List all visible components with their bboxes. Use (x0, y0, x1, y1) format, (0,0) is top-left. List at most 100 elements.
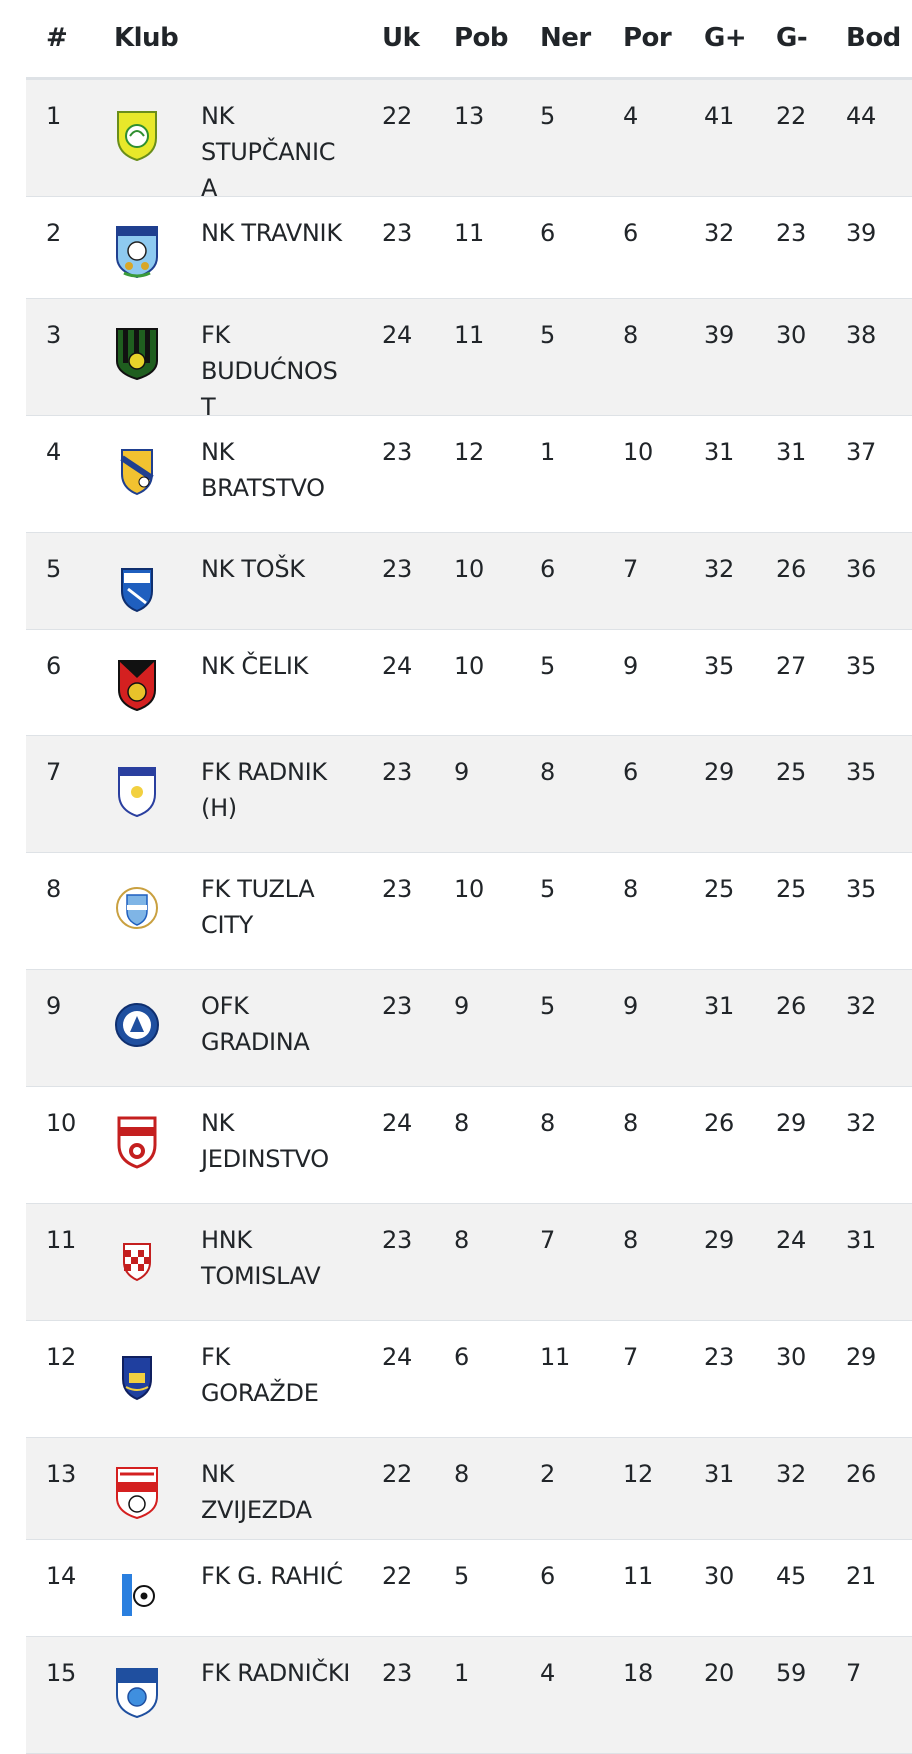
goals-against-cell: 23 (776, 219, 806, 247)
goals-against-cell: 25 (776, 758, 806, 786)
points-cell: 44 (846, 102, 876, 130)
table-row[interactable]: 9 OFK GRADINA 23 9 5 9 31 26 32 (26, 970, 912, 1087)
played-cell: 23 (382, 875, 412, 903)
won-cell: 12 (454, 438, 484, 466)
drawn-cell: 8 (540, 1109, 555, 1137)
bratstvo-crest-icon (114, 444, 160, 498)
goals-against-cell: 25 (776, 875, 806, 903)
played-cell: 23 (382, 438, 412, 466)
won-cell: 6 (454, 1343, 469, 1371)
position-cell: 12 (46, 1343, 76, 1371)
position-cell: 1 (46, 102, 61, 130)
table-row[interactable]: 13 NK ZVIJEZDA 22 8 2 12 31 32 26 (26, 1438, 912, 1540)
club-name-link[interactable]: NK ČELIK (201, 652, 309, 680)
goals-for-cell: 29 (704, 758, 734, 786)
position-cell: 5 (46, 555, 61, 583)
club-name-link[interactable]: FK GORAŽDE (201, 1343, 319, 1407)
points-cell: 32 (846, 992, 876, 1020)
goals-for-cell: 20 (704, 1659, 734, 1687)
won-cell: 10 (454, 875, 484, 903)
drawn-cell: 7 (540, 1226, 555, 1254)
header-lost: Por (623, 23, 672, 53)
tosk-crest-icon (114, 561, 160, 615)
goals-against-cell: 26 (776, 992, 806, 1020)
table-row[interactable]: 10 NK JEDINSTVO 24 8 8 8 26 29 32 (26, 1087, 912, 1204)
points-cell: 38 (846, 321, 876, 349)
club-name-link[interactable]: NK STUPČANICA (201, 102, 336, 202)
club-name-link[interactable]: FK BUDUĆNOST (201, 321, 338, 421)
club-name-link[interactable]: NK TOŠK (201, 555, 305, 583)
goals-against-cell: 45 (776, 1562, 806, 1590)
goals-for-cell: 31 (704, 438, 734, 466)
drawn-cell: 5 (540, 652, 555, 680)
won-cell: 10 (454, 652, 484, 680)
position-cell: 7 (46, 758, 61, 786)
won-cell: 8 (454, 1226, 469, 1254)
table-row[interactable]: 1 NK STUPČANICA 22 13 5 4 41 22 44 (26, 80, 912, 202)
goals-for-cell: 39 (704, 321, 734, 349)
table-row[interactable]: 6 NK ČELIK 24 10 5 9 35 27 35 (26, 630, 912, 736)
goals-for-cell: 31 (704, 992, 734, 1020)
drawn-cell: 8 (540, 758, 555, 786)
lost-cell: 12 (623, 1460, 653, 1488)
club-name-link[interactable]: FK RADNIK (H) (201, 758, 327, 822)
goals-for-cell: 30 (704, 1562, 734, 1590)
table-row[interactable]: 4 NK BRATSTVO 23 12 1 10 31 31 37 (26, 416, 912, 533)
goals-against-cell: 29 (776, 1109, 806, 1137)
position-cell: 10 (46, 1109, 76, 1137)
lost-cell: 6 (623, 219, 638, 247)
goals-for-cell: 25 (704, 875, 734, 903)
goals-against-cell: 31 (776, 438, 806, 466)
table-row[interactable]: 8 FK TUZLA CITY 23 10 5 8 25 25 35 (26, 853, 912, 970)
table-row[interactable]: 11 HNK TOMISLAV 23 8 7 8 29 24 31 (26, 1204, 912, 1321)
won-cell: 8 (454, 1460, 469, 1488)
points-cell: 31 (846, 1226, 876, 1254)
table-row[interactable]: 3 FK BUDUĆNOST 24 11 5 8 39 30 38 (26, 299, 912, 421)
club-name-link[interactable]: OFK GRADINA (201, 992, 310, 1056)
won-cell: 11 (454, 219, 484, 247)
travnik-crest-icon (114, 225, 160, 279)
club-name-link[interactable]: NK BRATSTVO (201, 438, 325, 502)
table-row[interactable]: 2 NK TRAVNIK 23 11 6 6 32 23 39 (26, 197, 912, 299)
club-name-link[interactable]: HNK TOMISLAV (201, 1226, 321, 1290)
drawn-cell: 6 (540, 219, 555, 247)
position-cell: 6 (46, 652, 61, 680)
table-row[interactable]: 7 FK RADNIK (H) 23 9 8 6 29 25 35 (26, 736, 912, 853)
club-name-link[interactable]: FK TUZLA CITY (201, 875, 315, 939)
table-row[interactable]: 5 NK TOŠK 23 10 6 7 32 26 36 (26, 533, 912, 630)
points-cell: 26 (846, 1460, 876, 1488)
table-body: 1 NK STUPČANICA 22 13 5 4 41 22 44 2 NK TRAVNIK 23 1… (26, 80, 912, 1754)
celik-crest-icon (114, 658, 160, 712)
drawn-cell: 4 (540, 1659, 555, 1687)
won-cell: 1 (454, 1659, 469, 1687)
club-name-link[interactable]: FK G. RAHIĆ (201, 1562, 343, 1590)
table-header: # Klub Uk Pob Ner Por G+ G- Bod (26, 0, 912, 80)
won-cell: 5 (454, 1562, 469, 1590)
goals-against-cell: 22 (776, 102, 806, 130)
club-name-link[interactable]: NK JEDINSTVO (201, 1109, 329, 1173)
goals-against-cell: 27 (776, 652, 806, 680)
lost-cell: 6 (623, 758, 638, 786)
drawn-cell: 5 (540, 992, 555, 1020)
points-cell: 36 (846, 555, 876, 583)
lost-cell: 8 (623, 1226, 638, 1254)
header-position: # (46, 23, 68, 53)
standings-table: # Klub Uk Pob Ner Por G+ G- Bod 1 NK STUP… (26, 0, 912, 1754)
played-cell: 24 (382, 1343, 412, 1371)
zvijezda-crest-icon (114, 1466, 160, 1520)
table-row[interactable]: 14 FK G. RAHIĆ 22 5 6 11 30 45 21 (26, 1540, 912, 1637)
club-name-link[interactable]: NK ZVIJEZDA (201, 1460, 312, 1524)
drawn-cell: 11 (540, 1343, 570, 1371)
played-cell: 22 (382, 1562, 412, 1590)
table-row[interactable]: 12 FK GORAŽDE 24 6 11 7 23 30 29 (26, 1321, 912, 1438)
club-name-link[interactable]: FK RADNIČKI (201, 1659, 351, 1687)
table-row[interactable]: 15 FK RADNIČKI 23 1 4 18 20 59 7 (26, 1637, 912, 1754)
lost-cell: 18 (623, 1659, 653, 1687)
goals-for-cell: 26 (704, 1109, 734, 1137)
rahic-crest-icon (114, 1568, 160, 1622)
radnik-crest-icon (114, 764, 160, 818)
club-name-link[interactable]: NK TRAVNIK (201, 219, 342, 247)
drawn-cell: 1 (540, 438, 555, 466)
won-cell: 13 (454, 102, 484, 130)
lost-cell: 7 (623, 1343, 638, 1371)
